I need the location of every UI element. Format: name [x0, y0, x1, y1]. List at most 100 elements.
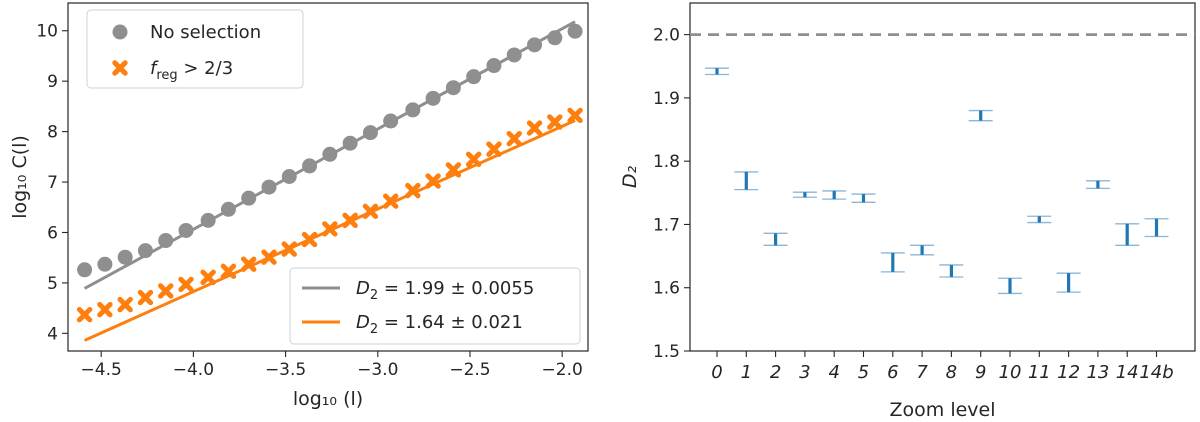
error-bar [939, 264, 964, 278]
left-axes-frame [67, 2, 589, 352]
data-point-circle [178, 222, 194, 238]
x-marker-stroke [405, 182, 421, 199]
y-tick-label: 1.8 [653, 152, 680, 172]
data-point-circle [425, 90, 441, 106]
legend-label-sub: 2 [370, 322, 378, 337]
right-axes-frame [689, 2, 1196, 352]
data-point-circle [466, 69, 482, 85]
x-tick-label: −4.0 [173, 360, 214, 380]
legend-x-icon [112, 60, 128, 76]
data-point-circle [486, 58, 502, 74]
x-axis-label: log₁₀ (l) [293, 388, 363, 410]
y-tick-label: 7 [47, 173, 58, 193]
legend-label-base: D [356, 278, 370, 299]
legend-label: No selection [150, 22, 261, 43]
data-point-circle [506, 47, 522, 63]
error-bar [998, 277, 1022, 295]
x-marker-stroke [465, 151, 482, 168]
legend-lines: D2 = 1.99 ± 0.0055 D2 = 1.64 ± 0.021 [289, 267, 581, 345]
error-bar [968, 109, 993, 122]
zoom-level-tick-label: 2 [770, 362, 781, 383]
data-point-x [382, 193, 399, 209]
zoom-level-tick-label: 7 [916, 362, 928, 383]
zoom-level-tick-label: 1 [741, 362, 752, 383]
x-marker-stroke [178, 276, 194, 293]
y-tick-label: 9 [47, 72, 58, 92]
data-point-x [281, 241, 297, 257]
legend-label-base: No selection [150, 22, 261, 43]
legend-label: freg > 2/3 [150, 58, 233, 83]
data-point-x [342, 212, 358, 229]
x-marker-stroke [220, 263, 237, 280]
error-bar [822, 190, 847, 200]
y-tick-label: 2.0 [653, 26, 680, 46]
data-point-x [200, 269, 216, 286]
error-bar [1115, 223, 1140, 246]
legend-label: D2 = 1.99 ± 0.0055 [356, 278, 534, 303]
data-point-x [97, 301, 113, 318]
x-marker-stroke [76, 306, 93, 323]
data-point-x [486, 141, 502, 157]
x-marker-stroke [567, 107, 583, 124]
x-marker-stroke [506, 130, 522, 147]
zoom-level-tick-label: 5 [858, 362, 869, 383]
zoom-level-tick-label: 4 [828, 362, 839, 383]
data-point-circle [362, 125, 378, 141]
data-point-circle [220, 201, 236, 217]
data-point-circle [158, 233, 174, 249]
error-bar [1144, 218, 1169, 238]
data-point-circle [322, 146, 338, 162]
zoom-level-tick-label: 10 [999, 362, 1022, 383]
y-tick-label: 6 [47, 223, 58, 243]
data-point-circle [527, 37, 543, 53]
legend-markers-box [86, 9, 304, 89]
y-tick-label: 1.7 [653, 215, 680, 235]
y-tick-label: 10 [36, 22, 58, 42]
legend-label: D2 = 1.64 ± 0.021 [356, 312, 523, 337]
x-marker-stroke [425, 173, 441, 189]
data-point-circle [97, 256, 113, 272]
data-point-x [137, 289, 154, 306]
x-marker-stroke [117, 296, 133, 313]
error-bar [910, 244, 935, 256]
x-marker-stroke [322, 221, 338, 237]
zoom-level-tick-label: 12 [1057, 362, 1080, 383]
x-marker-stroke [445, 162, 462, 178]
x-marker-stroke [547, 114, 563, 130]
x-marker-stroke [526, 120, 543, 136]
data-point-x [261, 249, 277, 265]
data-point-x [425, 173, 441, 189]
zoom-level-tick-label: 6 [887, 362, 898, 383]
data-point-circle [281, 168, 297, 184]
x-tick-label: −2.5 [449, 360, 490, 380]
x-marker-stroke [241, 256, 257, 272]
data-point-x [526, 120, 543, 136]
data-point-x [178, 276, 194, 293]
x-marker-stroke [137, 289, 154, 306]
data-point-circle [117, 249, 133, 265]
x-marker-stroke [97, 301, 113, 318]
y-tick-label: 5 [47, 274, 58, 294]
zoom-level-tick-label: 9 [975, 362, 986, 383]
error-bar [1027, 215, 1052, 224]
y-tick-label: 1.6 [653, 279, 680, 299]
y-tick-label: 1.9 [653, 89, 680, 109]
x-marker-stroke [200, 269, 216, 286]
x-marker-stroke [362, 203, 379, 219]
x-axis-label: Zoom level [890, 399, 996, 421]
data-point-x [117, 296, 133, 313]
data-point-circle [241, 190, 257, 206]
data-point-x [322, 221, 338, 237]
right-chart-panel: 1.51.61.71.81.92.00 1 2 3 4 5 6 7 8 9 10 11 12 13 14 14… [619, 2, 1196, 421]
legend-label-base: D [356, 312, 370, 333]
error-bar [1085, 180, 1110, 190]
data-point-x [567, 107, 583, 124]
zoom-level-tick-label: 14 [1116, 362, 1139, 383]
x-marker-stroke [382, 193, 399, 209]
x-tick-label: −3.0 [357, 360, 398, 380]
data-point-circle [261, 179, 277, 195]
x-tick-label: −4.5 [81, 360, 122, 380]
zoom-level-tick-label: 11 [1028, 362, 1051, 383]
data-point-circle [547, 30, 563, 46]
